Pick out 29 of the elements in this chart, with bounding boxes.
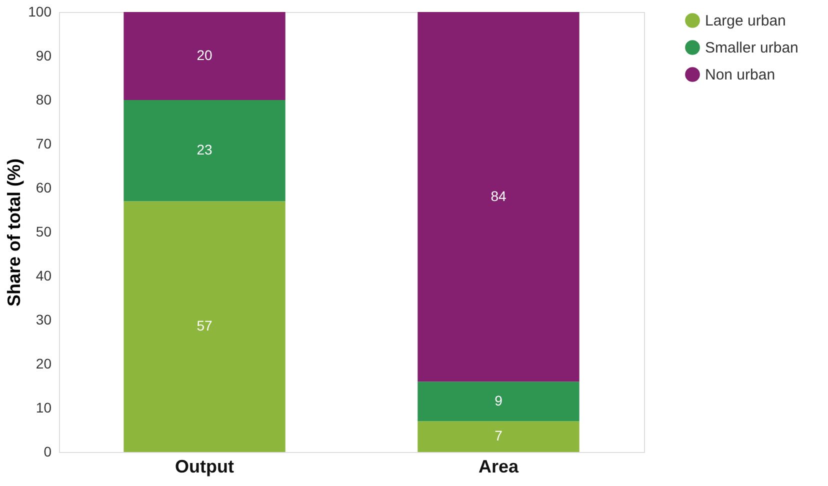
data-label: 57 [196, 318, 213, 334]
x-tick-label: Area [478, 456, 520, 476]
data-label: 7 [494, 428, 503, 444]
y-tick-label: 50 [36, 224, 52, 240]
y-tick-label: 0 [44, 444, 52, 460]
data-label: 20 [196, 47, 213, 63]
y-tick-label: 70 [36, 136, 52, 152]
bar [124, 201, 286, 452]
bar [418, 421, 580, 452]
y-tick-label: 80 [36, 92, 52, 108]
bar [124, 100, 286, 202]
data-label: 23 [196, 142, 213, 158]
y-tick-label: 20 [36, 356, 52, 372]
y-tick-label: 10 [36, 400, 52, 416]
y-axis-title: Share of total (%) [4, 158, 24, 307]
legend-label: Smaller urban [705, 40, 798, 56]
x-tick-label: Output [175, 456, 234, 476]
y-tick-label: 40 [36, 268, 52, 284]
y-tick-label: 60 [36, 180, 52, 196]
legend-label: Non urban [705, 66, 776, 84]
data-label: 9 [494, 392, 503, 408]
bar [418, 382, 580, 422]
y-tick-label: 100 [28, 4, 52, 20]
y-tick-label: 30 [36, 312, 52, 328]
y-tick-label: 90 [36, 48, 52, 64]
bar [124, 12, 286, 100]
bar [418, 12, 580, 382]
legend-label: Large urban [705, 12, 786, 30]
data-label: 84 [490, 188, 506, 204]
